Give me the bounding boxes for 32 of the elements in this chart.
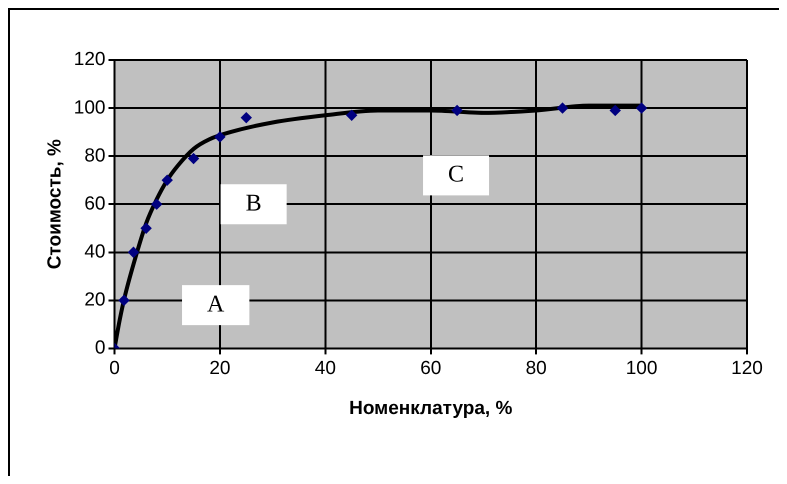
x-tick-label: 40: [314, 358, 336, 380]
x-tick-label: 0: [109, 358, 120, 380]
point: [636, 102, 648, 114]
point: [346, 110, 358, 121]
point: [118, 294, 130, 306]
point: [140, 222, 152, 234]
x-tick-label: 80: [526, 358, 547, 380]
y-tick-label: 40: [84, 242, 106, 262]
annotation: A: [207, 291, 226, 318]
annotation: C: [448, 162, 464, 188]
annotation: B: [246, 190, 262, 216]
x-tick-label: 100: [626, 358, 658, 380]
y-tick-label: 0: [94, 338, 106, 359]
y-tick-label: 100: [74, 97, 106, 118]
point: [128, 246, 139, 258]
x-tick-label: 120: [731, 358, 763, 380]
point: [452, 104, 463, 116]
y-tick-label: 80: [84, 145, 106, 166]
x-tick-label: 60: [420, 358, 442, 380]
x-axis-title: Номенклатура, %: [349, 398, 512, 419]
y-tick-label: 60: [84, 193, 106, 214]
point: [162, 174, 173, 186]
y-axis-title: Стоимость, %: [44, 138, 66, 270]
point: [557, 102, 568, 114]
point: [151, 198, 162, 210]
point: [214, 131, 226, 142]
point: [610, 104, 621, 116]
y-tick-label: 120: [74, 49, 106, 70]
point: [188, 153, 200, 164]
y-tick-label: 20: [84, 290, 106, 311]
point: [240, 112, 252, 124]
x-tick-label: 20: [209, 358, 230, 380]
